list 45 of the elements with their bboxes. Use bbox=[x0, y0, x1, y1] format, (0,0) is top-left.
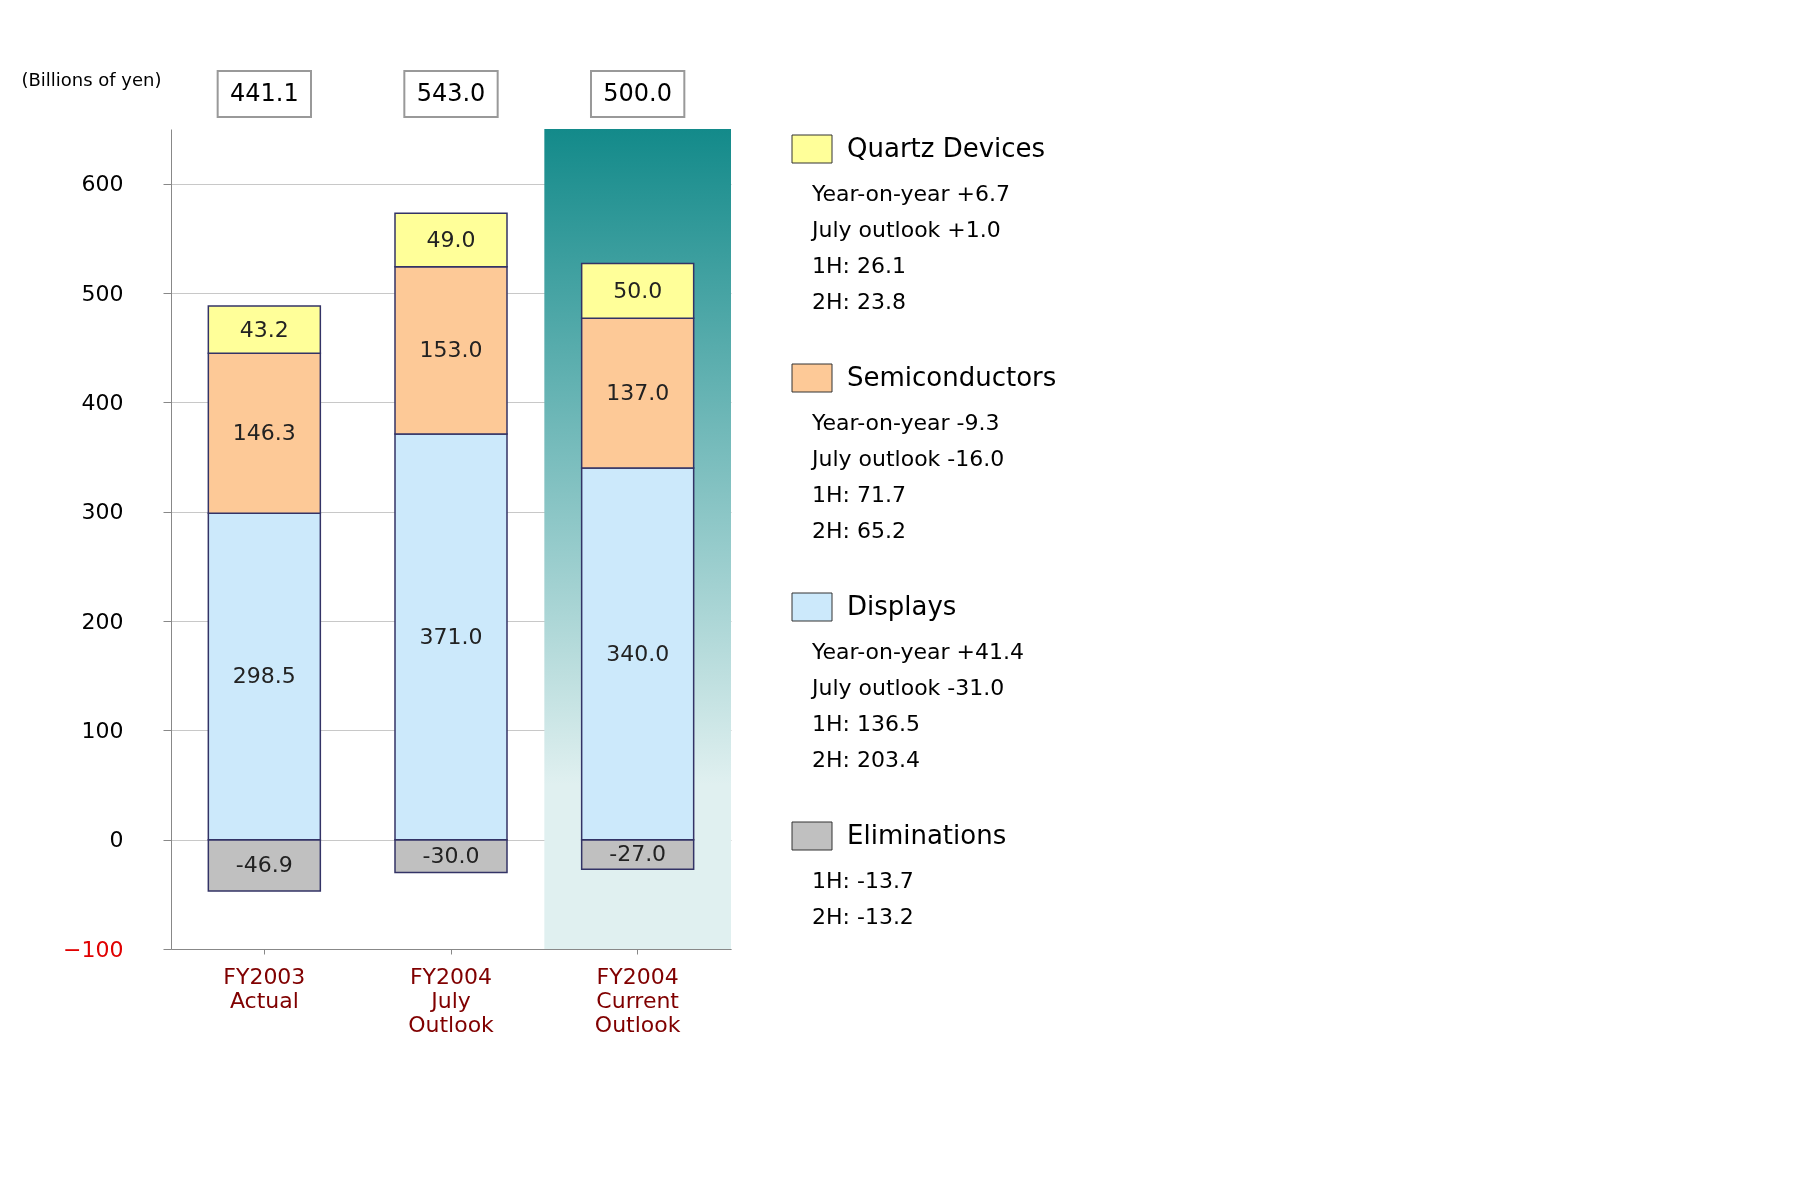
legend-label: Eliminations bbox=[847, 820, 1007, 850]
data-label: 137.0 bbox=[606, 380, 670, 406]
data-label: 340.0 bbox=[606, 640, 670, 666]
data-label: -27.0 bbox=[609, 841, 667, 867]
data-label: 146.3 bbox=[232, 420, 296, 446]
text: 2H: -13.2 bbox=[812, 904, 914, 929]
text: 1H: 136.5 bbox=[812, 711, 920, 736]
y-tick-label: 400 bbox=[81, 389, 124, 415]
text: 1H: 71.7 bbox=[812, 482, 906, 507]
text: 1H: -13.7 bbox=[812, 868, 914, 893]
text: July outlook +1.0 bbox=[810, 217, 1001, 242]
text: Year-on-year +41.4 bbox=[811, 639, 1024, 664]
data-label: -46.9 bbox=[235, 852, 293, 878]
data-label: -30.0 bbox=[422, 843, 480, 869]
y-axis-title: (Billions of yen) bbox=[21, 68, 162, 90]
text: 543.0 bbox=[416, 79, 486, 107]
y-tick-label: 300 bbox=[81, 499, 124, 525]
text: 1H: 26.1 bbox=[812, 253, 906, 278]
text: Year-on-year -9.3 bbox=[811, 410, 1000, 435]
data-label: 43.2 bbox=[239, 316, 289, 342]
data-label: 49.0 bbox=[426, 226, 476, 252]
legend-label: Displays bbox=[847, 591, 957, 621]
y-tick-label: 0 bbox=[109, 827, 124, 853]
text: July outlook -16.0 bbox=[810, 446, 1005, 471]
text: July outlook -31.0 bbox=[810, 675, 1005, 700]
text: 2H: 23.8 bbox=[812, 289, 906, 314]
text: 441.1 bbox=[229, 79, 299, 107]
text: 2H: 203.4 bbox=[812, 747, 920, 772]
y-tick-label: −100 bbox=[63, 936, 124, 962]
text: 2H: 65.2 bbox=[812, 518, 906, 543]
y-tick-label: 200 bbox=[81, 608, 124, 634]
text: 500.0 bbox=[603, 79, 673, 107]
text: Year-on-year +6.7 bbox=[811, 181, 1010, 206]
data-label: 298.5 bbox=[232, 663, 296, 689]
y-tick-label: 500 bbox=[81, 280, 124, 306]
legend-label: Quartz Devices bbox=[847, 133, 1046, 163]
x-tick-label: FY2004 July Outlook bbox=[408, 963, 495, 1037]
x-tick-label: FY2004 Current Outlook bbox=[594, 963, 681, 1037]
y-tick-label: 600 bbox=[81, 171, 124, 197]
data-label: 371.0 bbox=[419, 623, 483, 649]
data-label: 50.0 bbox=[613, 277, 663, 303]
data-label: 153.0 bbox=[419, 337, 483, 363]
y-tick-label: 100 bbox=[81, 717, 124, 743]
legend-label: Semiconductors bbox=[847, 362, 1057, 392]
x-tick-label: FY2003 Actual bbox=[223, 963, 306, 1013]
